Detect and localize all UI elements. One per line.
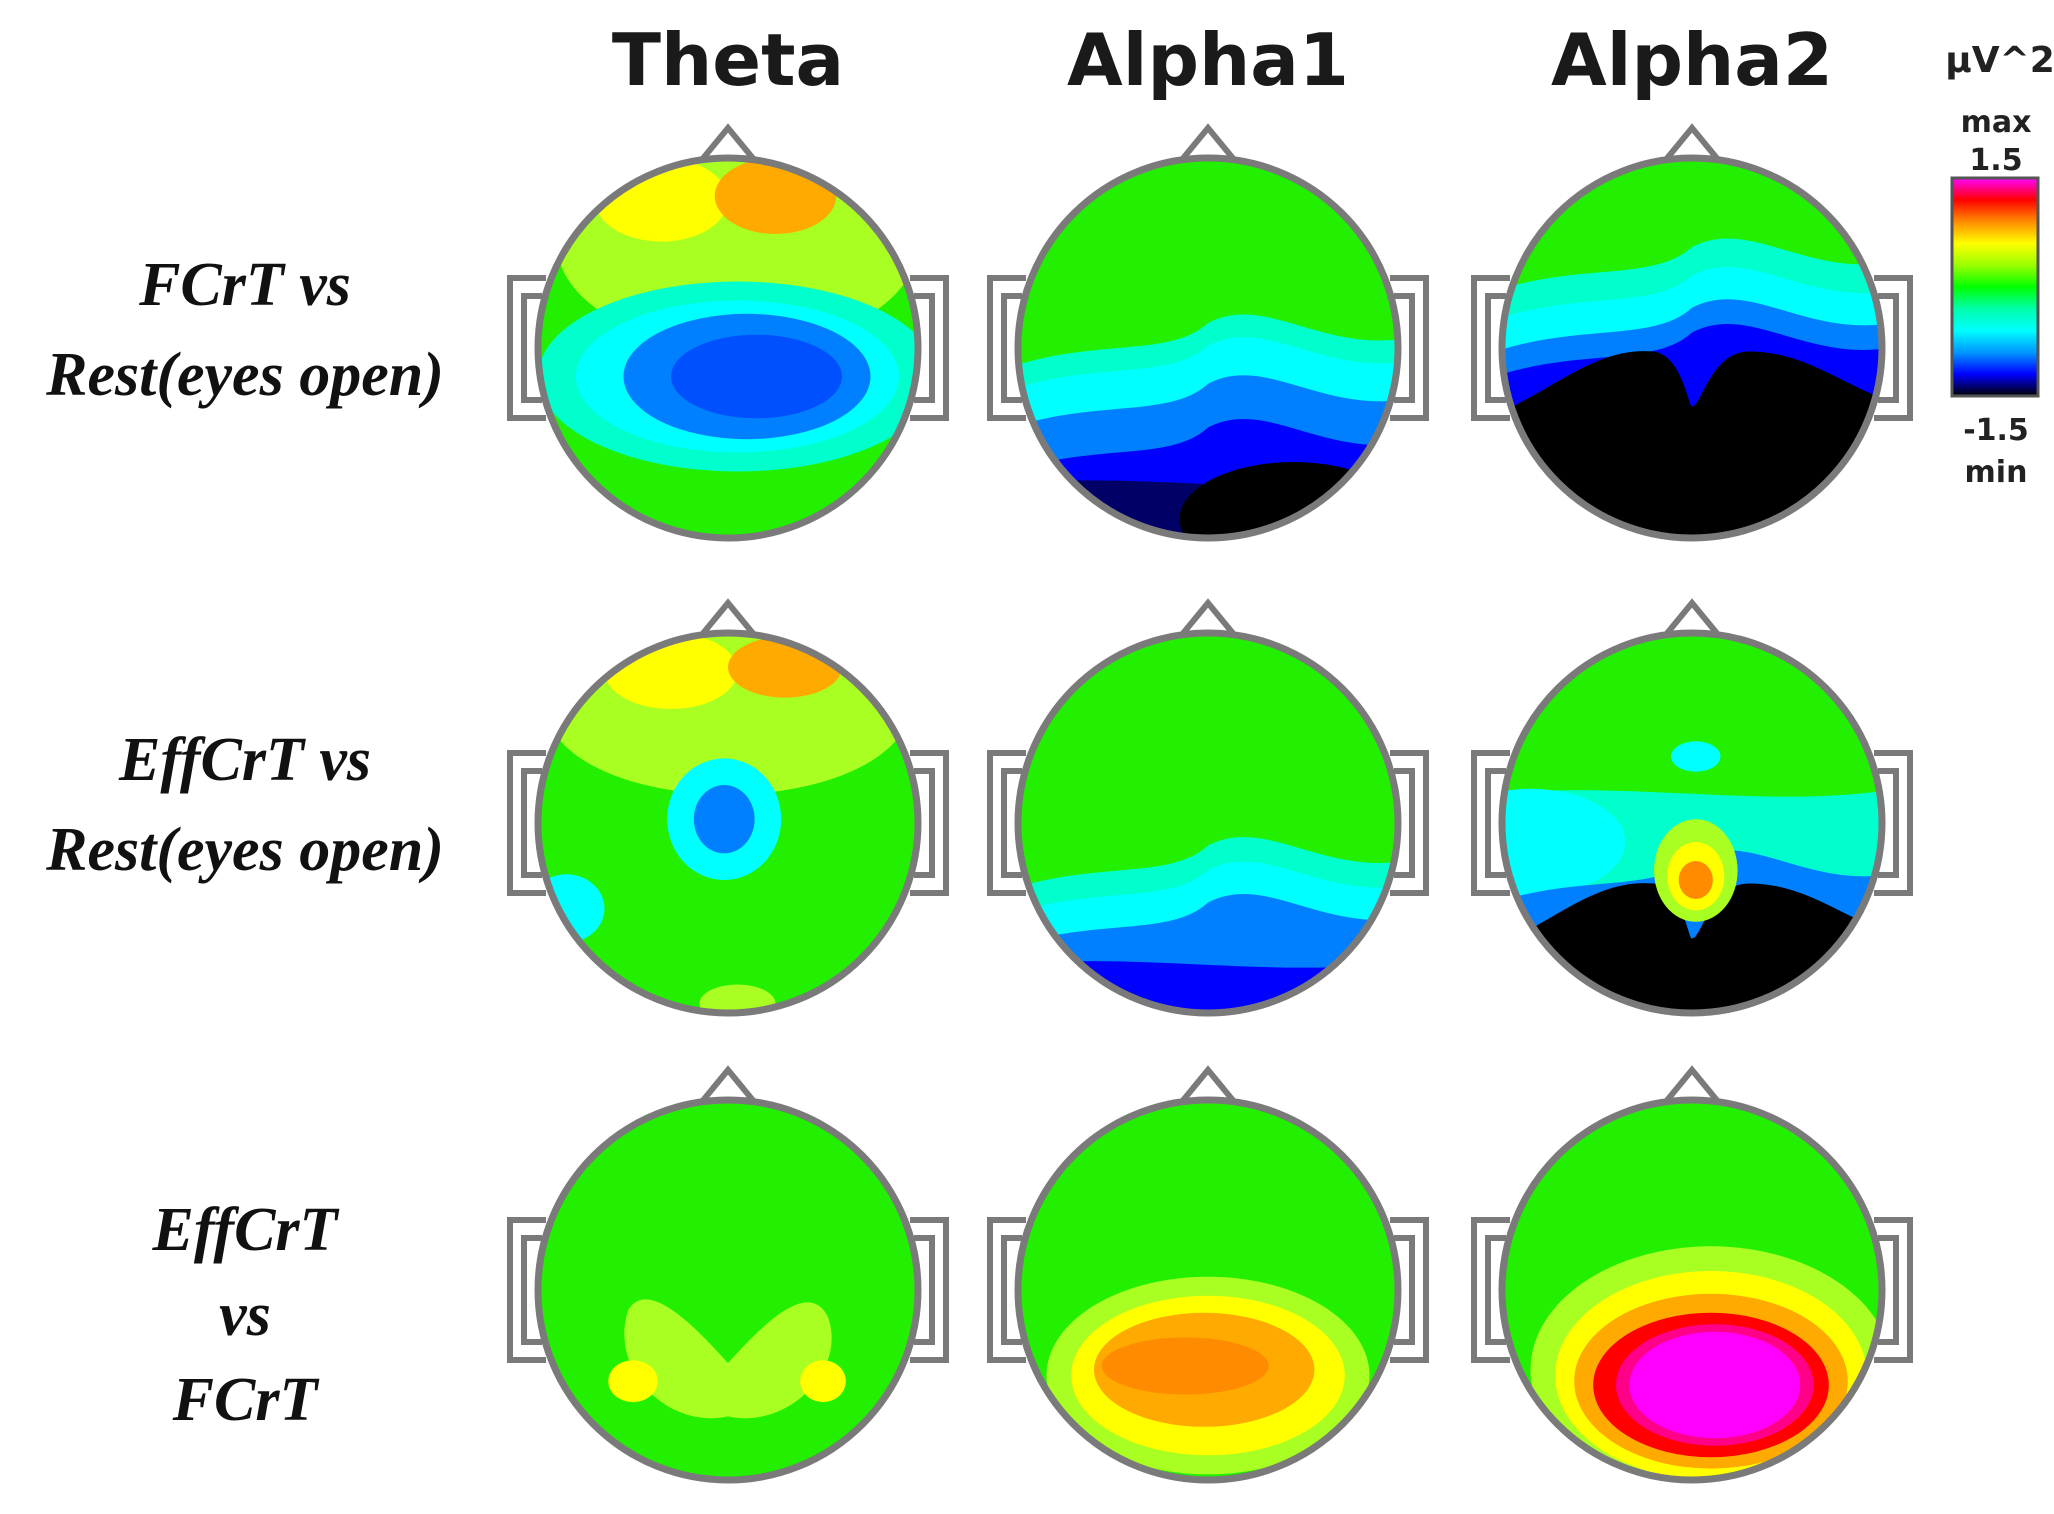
head-outline	[1014, 629, 1402, 1017]
topo-region	[1678, 861, 1713, 899]
head-outline	[534, 154, 922, 542]
row-label-1: FCrT vs Rest(eyes open)	[45, 251, 444, 409]
head-maps	[507, 123, 1913, 1484]
nose	[1661, 1065, 1723, 1106]
svg-text:EffCrT: EffCrT	[152, 1196, 340, 1264]
topo-region	[1101, 1337, 1269, 1395]
topo-region	[1502, 351, 1882, 538]
topo-region	[624, 1299, 832, 1419]
head-outline	[1014, 154, 1402, 542]
head-outline	[1498, 1096, 1886, 1484]
colorbar-min-value: -1.5	[1963, 413, 2029, 448]
head-map	[1471, 1065, 1913, 1484]
head-outline	[534, 1096, 922, 1484]
nose	[697, 598, 759, 639]
head-outline	[1014, 1096, 1402, 1484]
nose	[697, 1065, 759, 1106]
topo-region	[1671, 741, 1721, 772]
nose	[1177, 598, 1239, 639]
column-title-theta: Theta	[612, 18, 844, 102]
colorbar-min-label: min	[1965, 455, 2028, 490]
topo-region	[714, 158, 837, 234]
head-map	[987, 1065, 1429, 1484]
head-outline	[534, 629, 922, 1017]
svg-text:Rest(eyes open): Rest(eyes open)	[45, 341, 444, 409]
head-map	[1471, 598, 1913, 1017]
head-map	[507, 598, 949, 1017]
svg-text:FCrT: FCrT	[172, 1366, 320, 1434]
row-label-2: EffCrT vs Rest(eyes open)	[45, 726, 444, 884]
topo-region	[728, 636, 842, 698]
colorbar-unit: µV^2	[1945, 40, 2054, 81]
nose	[1177, 123, 1239, 164]
svg-text:FCrT vs: FCrT vs	[138, 251, 351, 319]
row-label-3: EffCrT vs FCrT	[152, 1196, 340, 1434]
head-map	[1471, 123, 1913, 542]
colorbar-gradient	[1950, 176, 2040, 398]
colorbar-max-label: max	[1961, 105, 2032, 140]
topo-region	[671, 334, 842, 419]
nose	[1177, 1065, 1239, 1106]
head-map	[507, 123, 949, 542]
nose	[1661, 123, 1723, 164]
head-map	[987, 123, 1429, 542]
head-outline	[1498, 629, 1886, 1017]
colorbar-max-value: 1.5	[1969, 143, 2022, 178]
topo-region	[800, 1360, 846, 1403]
svg-text:Rest(eyes open): Rest(eyes open)	[45, 816, 444, 884]
topo-region	[1502, 788, 1626, 896]
column-title-alpha1: Alpha1	[1067, 18, 1349, 102]
head-outline	[1498, 154, 1886, 542]
colorbar-scale	[1950, 176, 2040, 398]
svg-text:EffCrT vs: EffCrT vs	[118, 726, 371, 794]
nose	[1661, 598, 1723, 639]
column-title-alpha2: Alpha2	[1551, 18, 1833, 102]
head-map	[987, 598, 1429, 1017]
svg-text:vs: vs	[219, 1281, 271, 1349]
topo-region	[699, 984, 776, 1013]
nose	[697, 123, 759, 164]
topo-region	[1629, 1331, 1801, 1439]
topo-region	[693, 785, 755, 854]
head-map	[507, 1065, 949, 1484]
colorbar: µV^2 max 1.5 -1.5 min	[1945, 40, 2054, 490]
topo-region	[608, 1360, 658, 1403]
